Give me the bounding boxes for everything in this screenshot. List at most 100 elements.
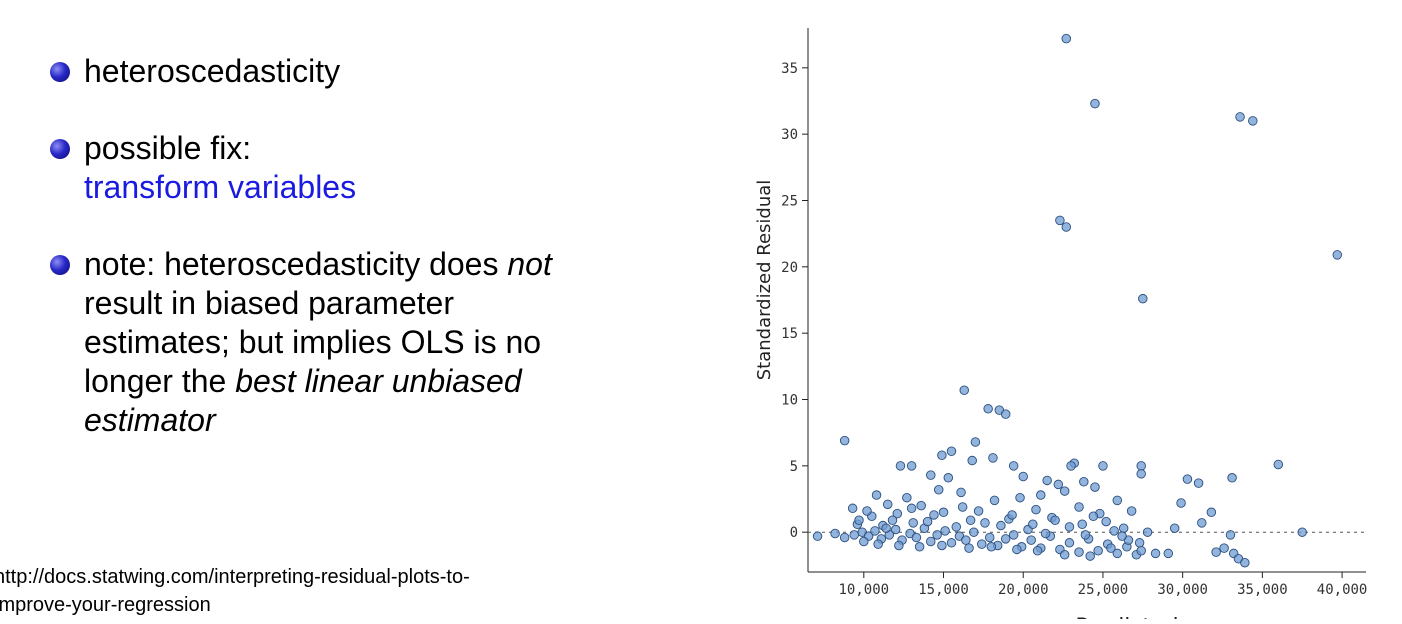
scatter-point — [1090, 482, 1100, 492]
scatter-point — [1012, 544, 1022, 555]
scatter-point — [1112, 548, 1123, 559]
scatter-point — [1079, 477, 1089, 487]
scatter-point — [938, 507, 949, 518]
scatter-point — [1008, 461, 1019, 471]
scatter-point — [1109, 526, 1119, 536]
scatter-point — [1090, 98, 1100, 109]
scatter-point — [1101, 516, 1111, 527]
scatter-point — [902, 492, 912, 503]
source-url-line-1[interactable]: http://docs.statwing.com/interpreting-re… — [0, 566, 470, 588]
scatter-point — [906, 461, 917, 471]
scatter-point — [1007, 510, 1017, 520]
scatter-point — [1061, 222, 1072, 232]
scatter-point — [946, 446, 957, 457]
scatter-point — [887, 515, 898, 526]
scatter-point — [970, 437, 981, 447]
y-tick-label: 25 — [781, 193, 798, 209]
scatter-point — [916, 500, 926, 511]
scatter-point — [1018, 471, 1028, 482]
scatter-point — [895, 461, 906, 471]
bullet-icon — [50, 62, 70, 82]
residual-scatter-chart: 0 5 10 15 20 25 30 35 10,000 15,000 20,000 25,000 30… — [754, 28, 1368, 624]
scatter-point — [940, 526, 950, 536]
scatter-point — [1040, 528, 1051, 539]
scatter-point — [946, 538, 957, 548]
scatter-point — [854, 515, 864, 526]
scatter-point — [1008, 530, 1019, 540]
bullet-text: heteroscedasticity — [84, 53, 341, 89]
scatter-point — [1332, 250, 1343, 260]
scatter-point — [1142, 527, 1153, 537]
note-emphasis-not: not — [507, 246, 552, 282]
source-url[interactable]: http://docs.statwing.com/interpreting-re… — [0, 563, 634, 619]
scatter-point — [932, 530, 942, 540]
scatter-point — [1136, 461, 1146, 471]
scatter-point — [1066, 461, 1076, 471]
scatter-point — [929, 510, 939, 520]
scatter-point — [906, 503, 917, 514]
scatter-point — [1117, 531, 1127, 541]
scatter-point — [937, 540, 947, 551]
scatter-point — [1138, 293, 1148, 304]
scatter-point — [1235, 112, 1245, 122]
scatter-point — [986, 542, 997, 552]
scatter-point — [1240, 557, 1250, 568]
scatter-point — [908, 518, 918, 528]
scatter-point — [1197, 518, 1207, 528]
y-tick-label: 30 — [781, 127, 798, 143]
scatter-point — [882, 499, 893, 510]
scatter-point — [847, 503, 858, 514]
note-text-1: note: heteroscedasticity does — [84, 246, 508, 282]
scatter-point — [1248, 116, 1258, 126]
y-tick-label: 20 — [781, 260, 798, 276]
scatter-point — [989, 495, 1000, 506]
scatter-point — [839, 532, 850, 543]
transform-variables-link[interactable]: transform variables — [84, 169, 357, 205]
y-tick-label: 15 — [781, 326, 798, 342]
x-tick-label: 40,000 — [1317, 582, 1368, 598]
scatter-point — [1211, 547, 1221, 557]
x-tick-label: 25,000 — [1078, 582, 1129, 598]
scatter-point — [943, 473, 954, 483]
scatter-point — [1297, 527, 1307, 537]
x-tick-label: 15,000 — [918, 582, 969, 598]
x-tick-label: 10,000 — [839, 582, 890, 598]
scatter-point — [922, 516, 933, 527]
scatter-point — [1227, 473, 1237, 483]
scatter-point — [1059, 550, 1070, 560]
note-text-3: estimates; but implies OLS is no — [84, 324, 542, 360]
scatter-point — [1074, 547, 1084, 557]
scatter-point — [926, 536, 936, 547]
scatter-point — [969, 527, 979, 537]
scatter-point — [967, 455, 977, 466]
scatter-point — [1000, 409, 1011, 419]
note-text-2: result in biased parameter — [84, 285, 454, 321]
scatter-point — [870, 526, 880, 536]
scatter-point — [1098, 461, 1108, 471]
scatter-point — [1028, 519, 1038, 529]
scatter-point — [951, 522, 962, 532]
y-tick-label: 0 — [790, 525, 798, 541]
scatter-point — [1136, 546, 1146, 556]
scatter-point — [959, 385, 969, 395]
scatter-point — [1273, 459, 1284, 470]
scatter-point — [937, 450, 947, 460]
scatter-point — [1064, 522, 1075, 532]
note-emphasis-blue: best linear unbiased — [235, 363, 522, 399]
scatter-point — [964, 543, 974, 553]
scatter-point — [911, 532, 922, 543]
source-url-line-2[interactable]: improve-your-regression — [0, 594, 211, 616]
scatter-point — [1032, 546, 1043, 556]
scatter-point — [849, 530, 859, 540]
scatter-point — [830, 528, 840, 539]
scatter-point — [1053, 479, 1064, 490]
scatter-point — [1088, 511, 1099, 522]
scatter-point — [1136, 469, 1146, 479]
scatter-point — [1163, 548, 1174, 559]
scatter-point — [1026, 535, 1036, 545]
scatter-point — [862, 506, 872, 516]
bullet-icon — [50, 255, 70, 275]
y-tick-label: 35 — [781, 61, 798, 77]
scatter-point — [1080, 530, 1091, 540]
bullet-possible-fix: possible fix: transform variables — [50, 129, 690, 207]
